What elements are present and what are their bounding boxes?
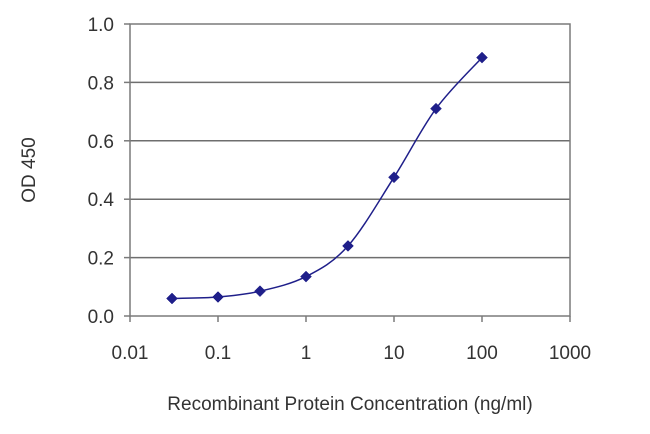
data-point (430, 102, 442, 115)
x-tick-label: 1 (301, 343, 312, 364)
x-axis-title: Recombinant Protein Concentration (ng/ml… (167, 394, 532, 415)
data-point (388, 171, 400, 184)
data-point (476, 51, 488, 64)
y-tick-label: 0.8 (88, 73, 114, 94)
plot-area-frame (129, 23, 571, 317)
y-tick-label: 0.2 (88, 249, 114, 270)
y-tick-label: 0.4 (88, 190, 115, 211)
x-tick-label: 0.01 (112, 343, 149, 364)
data-point (212, 291, 224, 303)
data-point (254, 285, 266, 298)
gridlines (130, 81, 570, 259)
y-tick-label: 0.6 (88, 132, 114, 153)
data-point (300, 270, 312, 283)
y-tick-labels: 0.0 0.2 0.4 0.6 0.8 1.0 (88, 15, 115, 328)
y-tick-label: 1.0 (88, 15, 114, 36)
data-point (342, 240, 354, 252)
series-line (171, 57, 483, 300)
axis-ticks (124, 23, 571, 322)
data-point (166, 292, 178, 305)
series-layer (166, 51, 488, 305)
x-tick-label: 0.1 (205, 343, 231, 364)
x-tick-label: 100 (466, 343, 498, 364)
y-axis-title: OD 450 (19, 137, 40, 202)
x-tick-label: 10 (383, 343, 404, 364)
x-tick-label: 1000 (549, 343, 591, 364)
y-tick-label: 0.0 (88, 307, 114, 328)
x-tick-labels: 0.01 0.1 1 10 100 1000 (112, 343, 592, 364)
